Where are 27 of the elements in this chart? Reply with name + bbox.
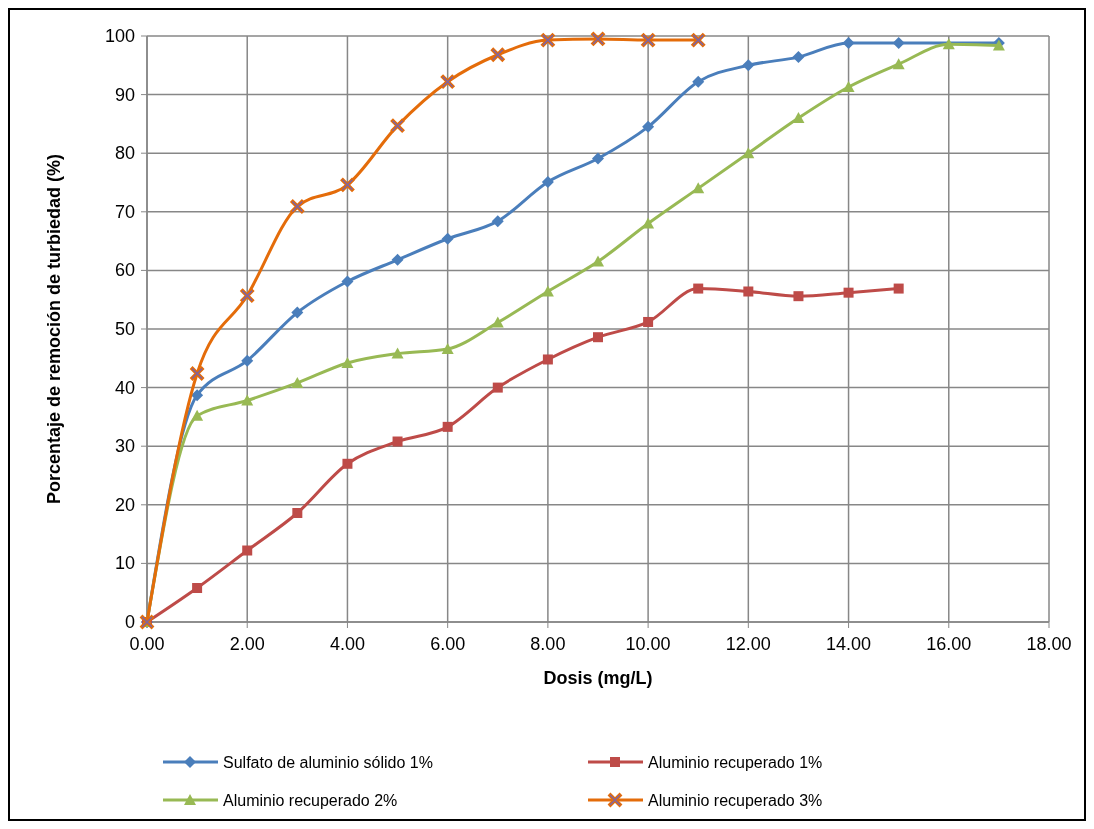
y-tick-label: 90 — [114, 84, 135, 105]
x-tick-label: 0.00 — [129, 634, 165, 654]
x-axis-title: Dosis (mg/L) — [543, 668, 653, 688]
legend-label: Aluminio recuperado 2% — [223, 792, 398, 809]
legend-label: Sulfato de aluminio sólido 1% — [223, 754, 433, 771]
x-tick-label: 6.00 — [430, 634, 466, 654]
x-tick-label: 12.00 — [725, 634, 771, 654]
x-tick-label: 2.00 — [229, 634, 265, 654]
y-tick-label: 20 — [114, 494, 135, 515]
y-tick-label: 100 — [104, 26, 135, 46]
y-tick-label: 80 — [114, 143, 135, 164]
y-tick-label: 40 — [114, 377, 135, 398]
legend-label: Aluminio recuperado 1% — [648, 754, 823, 771]
y-tick-label: 30 — [114, 436, 135, 457]
y-tick-label: 0 — [124, 612, 135, 632]
x-tick-label: 16.00 — [926, 634, 972, 654]
y-tick-label: 70 — [114, 201, 135, 222]
x-tick-label: 10.00 — [625, 634, 671, 654]
y-tick-label: 50 — [114, 319, 135, 339]
legend-label: Aluminio recuperado 3% — [648, 792, 823, 809]
y-tick-label: 60 — [114, 260, 135, 281]
x-tick-label: 18.00 — [1026, 634, 1072, 654]
y-tick-label: 10 — [114, 553, 135, 574]
x-tick-label: 8.00 — [530, 634, 566, 654]
x-tick-label: 14.00 — [826, 634, 872, 654]
y-axis-title: Porcentaje de remoción de turbiedad (%) — [44, 153, 64, 505]
x-tick-label: 4.00 — [329, 634, 365, 654]
